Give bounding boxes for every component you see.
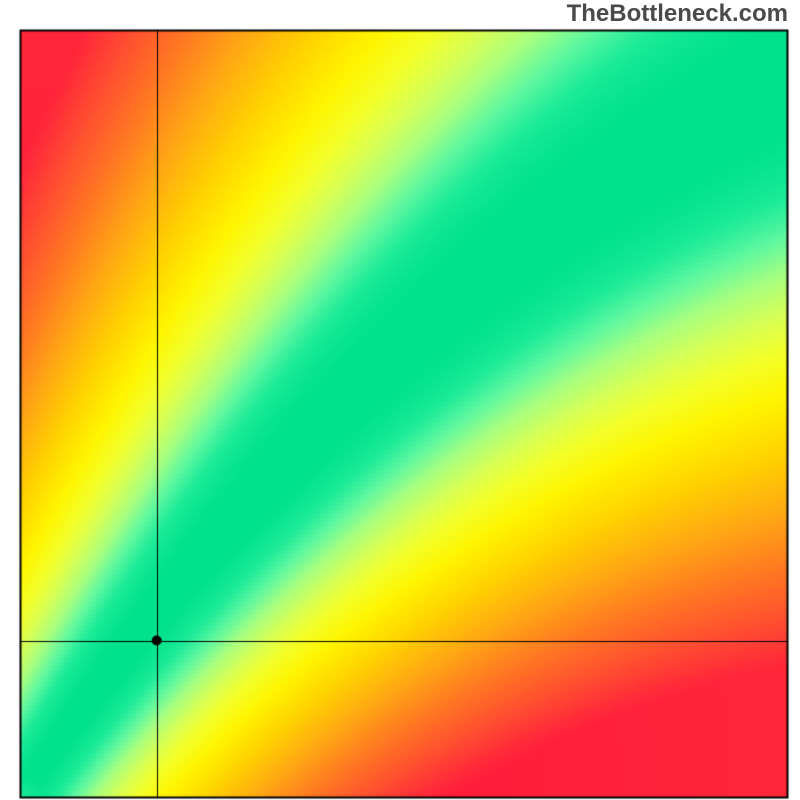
chart-container: { "canvas": { "w": 800, "h": 800 }, "plo… bbox=[0, 0, 800, 800]
crosshair-overlay bbox=[0, 0, 800, 800]
watermark-text: TheBottleneck.com bbox=[567, 0, 788, 28]
